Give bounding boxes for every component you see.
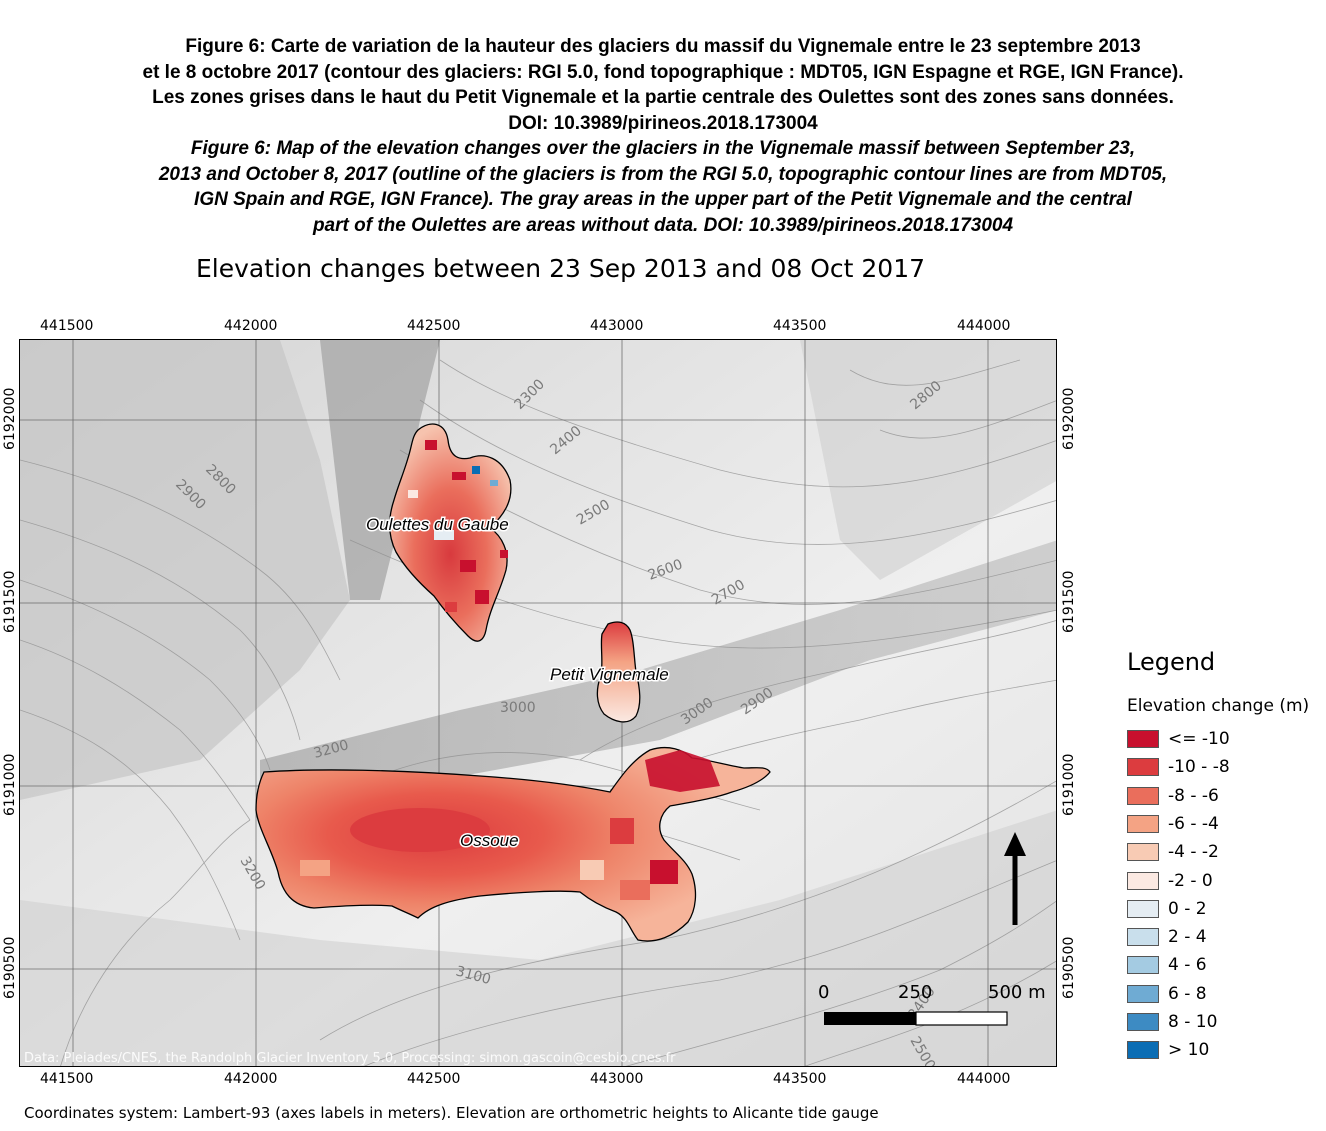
coordinate-system-note: Coordinates system: Lambert-93 (axes lab… xyxy=(24,1104,879,1122)
y-tick-left-6192000: 6192000 xyxy=(2,387,18,450)
legend-label: 6 - 8 xyxy=(1168,983,1207,1004)
scale-label-250: 250 xyxy=(898,982,932,1003)
y-tick-left-6190500: 6190500 xyxy=(2,936,18,999)
legend-item: -2 - 0 xyxy=(1127,871,1213,891)
hillshade-central-ridge xyxy=(260,540,1056,800)
x-tick-bottom-442000: 442000 xyxy=(224,1071,278,1087)
legend-swatch xyxy=(1127,928,1159,947)
x-tick-bottom-443500: 443500 xyxy=(773,1071,827,1087)
x-tick-top-442500: 442500 xyxy=(407,318,461,334)
legend-swatch xyxy=(1127,786,1159,805)
y-tick-right-6191500: 6191500 xyxy=(1061,570,1077,633)
legend-swatch xyxy=(1127,984,1159,1003)
legend-swatch xyxy=(1127,843,1159,862)
legend-label: 2 - 4 xyxy=(1168,927,1207,948)
caption-en-line-3: IGN Spain and RGE, IGN France). The gray… xyxy=(194,189,1132,210)
data-attribution: Data: Pleiades/CNES, the Randolph Glacie… xyxy=(24,1051,676,1066)
legend-item: -8 - -6 xyxy=(1127,786,1219,806)
legend-swatch xyxy=(1127,814,1159,833)
map-frame[interactable]: 2300 2400 2500 2600 2700 2800 2900 2800 … xyxy=(19,339,1057,1067)
caption-en-line-1: Figure 6: Map of the elevation changes o… xyxy=(190,138,1136,159)
y-tick-right-6190500: 6190500 xyxy=(1061,936,1077,999)
y-tick-left-6191000: 6191000 xyxy=(2,753,18,816)
legend-swatch xyxy=(1127,758,1159,777)
hillshade-west-slope xyxy=(20,340,350,800)
legend-item: 2 - 4 xyxy=(1127,927,1207,947)
legend-label: > 10 xyxy=(1168,1040,1210,1061)
legend-item: 4 - 6 xyxy=(1127,955,1207,975)
hillshade-south xyxy=(20,810,1056,1066)
legend-swatch xyxy=(1127,730,1159,748)
scale-label-0: 0 xyxy=(818,982,829,1003)
y-tick-right-6192000: 6192000 xyxy=(1061,387,1077,450)
y-tick-left-6191500: 6191500 xyxy=(2,570,18,633)
legend-item: 0 - 2 xyxy=(1127,899,1207,919)
figure-caption: Figure 6: Carte de variation de la haute… xyxy=(0,34,1326,238)
legend-item: 6 - 8 xyxy=(1127,984,1207,1004)
map-canvas: 2300 2400 2500 2600 2700 2800 2900 2800 … xyxy=(20,340,1056,1066)
legend-title: Legend xyxy=(1127,648,1216,676)
legend-swatch xyxy=(1127,1013,1159,1031)
caption-fr-line-4: DOI: 10.3989/pirineos.2018.173004 xyxy=(508,112,818,134)
y-tick-right-6191000: 6191000 xyxy=(1061,753,1077,816)
legend-label: 8 - 10 xyxy=(1168,1012,1218,1032)
scale-label-500: 500 m xyxy=(988,982,1046,1003)
legend-swatch xyxy=(1127,899,1159,918)
legend-item: -10 - -8 xyxy=(1127,757,1230,777)
glacier-label-ossoue: Ossoue xyxy=(460,831,519,850)
caption-fr-line-3: Les zones grises dans le haut du Petit V… xyxy=(152,87,1174,108)
glacier-label-petit-vignemale: Petit Vignemale xyxy=(550,665,669,684)
hillshade-north-east xyxy=(800,340,1056,580)
contour-label: 3000 xyxy=(500,700,536,716)
legend-label: <= -10 xyxy=(1168,729,1230,749)
legend-swatch xyxy=(1127,871,1159,890)
glacier-petit-vignemale[interactable] xyxy=(596,621,641,723)
north-arrow-icon xyxy=(1004,832,1026,925)
x-tick-top-442000: 442000 xyxy=(224,318,278,334)
x-tick-bottom-443000: 443000 xyxy=(590,1071,644,1087)
legend-item: -6 - -4 xyxy=(1127,814,1219,834)
legend-label: -4 - -2 xyxy=(1168,842,1219,863)
hillshade-ridge-north xyxy=(320,340,440,600)
caption-en-line-4: part of the Oulettes are areas without d… xyxy=(312,214,1014,236)
legend-item: <= -10 xyxy=(1127,729,1230,749)
legend-label: 0 - 2 xyxy=(1168,898,1207,919)
map-title: Elevation changes between 23 Sep 2013 an… xyxy=(196,254,926,283)
x-tick-bottom-441500: 441500 xyxy=(40,1071,94,1087)
scale-bar: 0 250 500 m xyxy=(818,982,1046,1026)
legend-swatch xyxy=(1127,956,1159,975)
legend-swatch xyxy=(1127,1041,1159,1060)
legend-item: -4 - -2 xyxy=(1127,842,1219,862)
legend-item: 8 - 10 xyxy=(1127,1012,1217,1032)
oulettes-patches xyxy=(408,440,508,612)
legend-item: > 10 xyxy=(1127,1040,1209,1060)
x-tick-top-441500: 441500 xyxy=(40,318,94,334)
legend-label: -6 - -4 xyxy=(1168,813,1219,834)
x-tick-bottom-444000: 444000 xyxy=(957,1071,1011,1087)
caption-fr-line-1: Figure 6: Carte de variation de la haute… xyxy=(185,36,1141,57)
x-tick-bottom-442500: 442500 xyxy=(407,1071,461,1087)
legend-label: 4 - 6 xyxy=(1168,955,1207,976)
glacier-label-group: Oulettes du Gaube Petit Vignemale Ossoue xyxy=(365,514,671,852)
x-tick-top-443000: 443000 xyxy=(590,318,644,334)
caption-en-line-2: 2013 and October 8, 2017 (outline of the… xyxy=(158,163,1168,185)
legend-label: -10 - -8 xyxy=(1168,757,1230,778)
legend-label: -2 - 0 xyxy=(1168,870,1213,891)
x-tick-top-443500: 443500 xyxy=(773,318,827,334)
legend-subtitle: Elevation change (m) xyxy=(1127,696,1310,716)
legend-label: -8 - -6 xyxy=(1168,785,1219,806)
glacier-label-oulettes: Oulettes du Gaube xyxy=(366,515,509,534)
x-tick-top-444000: 444000 xyxy=(957,318,1011,334)
ossoue-patches xyxy=(300,750,720,900)
caption-fr-line-2: et le 8 octobre 2017 (contour des glacie… xyxy=(142,61,1184,83)
